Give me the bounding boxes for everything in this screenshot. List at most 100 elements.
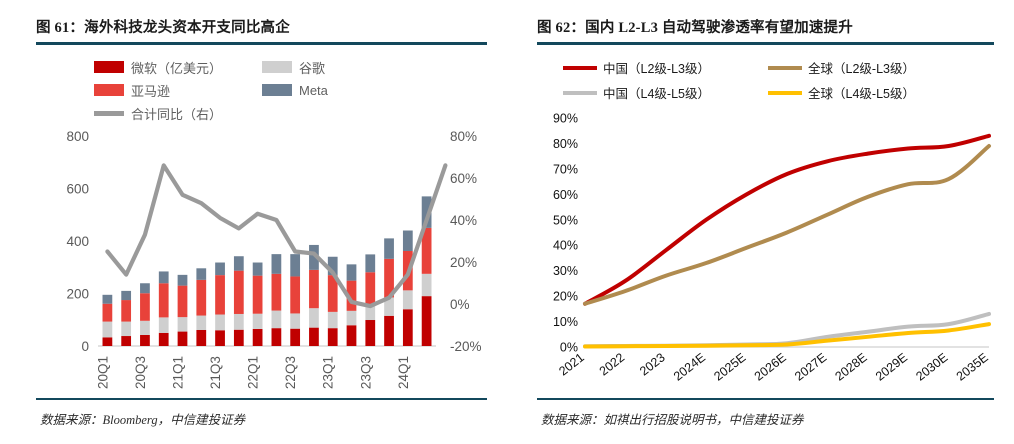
x-axis-tick-label: 22Q3 (283, 356, 298, 389)
bar-segment (215, 329, 225, 346)
bar-segment (327, 311, 338, 328)
legend-item-global-l2l3: 全球（L2级-L3级） (768, 57, 973, 79)
bar-segment (346, 280, 357, 311)
bar-segment (309, 244, 319, 270)
bar-segment (384, 258, 394, 297)
x-axis-tick-label: 2026E (752, 350, 789, 383)
x-axis-tick-label: 20Q3 (133, 355, 148, 388)
left-figure-title: 图 61：海外科技龙头资本开支同比高企 (36, 20, 290, 36)
line-series (583, 133, 991, 306)
y-axis-tick: 80% (553, 136, 578, 150)
legend-item-global-l4l5: 全球（L4级-L5级） (768, 82, 973, 104)
bar-segment (402, 230, 413, 251)
legend-swatch-china-l2l3 (563, 65, 597, 70)
bar-segment (102, 303, 113, 322)
y-axis-tick: 50% (553, 213, 578, 227)
legend-swatch-google (262, 61, 292, 73)
bar-segment (290, 328, 301, 346)
bar-segment (196, 267, 207, 280)
y-axis-tick-right: -20% (450, 339, 482, 354)
right-figure-title: 图 62：国内 L2-L3 自动驾驶渗透率有望加速提升 (537, 20, 853, 36)
bar-segment (102, 321, 113, 337)
left-chart-legend: 微软（亿美元） 谷歌 亚马逊 Meta 合计同比（右） (36, 51, 487, 124)
bar-segment (365, 253, 376, 272)
legend-swatch-global-l2l3 (768, 65, 802, 70)
bar-segment (177, 331, 188, 346)
bar-segment (121, 290, 132, 300)
x-axis-tick-label: 23Q3 (358, 356, 373, 389)
right-title-divider (537, 42, 994, 45)
bar-segment (158, 332, 169, 346)
bar-segment (421, 295, 432, 346)
legend-label-google: 谷歌 (299, 60, 326, 76)
legend-swatch-total-yoy (94, 110, 124, 116)
bar-segment (158, 270, 169, 283)
x-axis-tick-label: 2035E (954, 350, 991, 383)
bar-segment (196, 315, 207, 330)
bar-segment (121, 299, 132, 322)
y-axis-tick: 60% (553, 187, 578, 201)
bar-segment (309, 307, 319, 328)
x-axis-tick-label: 24Q1 (396, 355, 411, 388)
bar-segment (102, 336, 113, 346)
bar-segment (252, 275, 263, 314)
bar-segment (196, 279, 207, 316)
bar-segment (365, 303, 376, 320)
bar-segment (309, 327, 319, 346)
bar-segment (421, 227, 432, 274)
y-axis-tick: 30% (553, 264, 578, 278)
legend-item-total-yoy: 合计同比（右） (94, 103, 344, 124)
bar-segment (177, 274, 188, 286)
legend-swatch-global-l4l5 (768, 90, 802, 95)
bar-segment (252, 328, 263, 346)
bar-segment (290, 312, 301, 329)
bar-segment (233, 255, 244, 271)
legend-swatch-amazon (94, 84, 124, 96)
bar-segment (421, 195, 432, 228)
bar-segment (346, 310, 357, 325)
legend-item-google: 谷歌 (262, 57, 430, 78)
bar-segment (271, 310, 282, 328)
bar-segment (233, 270, 244, 314)
bar-segment (196, 329, 207, 346)
bar-segment (271, 327, 282, 346)
bar-segment (215, 274, 225, 315)
bar-segment (402, 289, 413, 309)
y-axis-tick: 70% (553, 162, 578, 176)
bar-segment (271, 253, 282, 274)
bar-segment (158, 316, 169, 333)
adas-penetration-chart: 0% 10% 20% 30% 40% 50% 60% 70% 80% 90% 2021 2022 202… (537, 104, 994, 384)
legend-label-global-l4l5: 全球（L4级-L5级） (808, 87, 915, 101)
right-bottom-divider (537, 397, 994, 400)
bar-segment (233, 313, 244, 330)
bar-segment (177, 316, 188, 332)
bar-segment (252, 262, 263, 276)
y-axis-tick-left: 200 (66, 286, 89, 301)
x-axis-tick-label: 21Q1 (171, 356, 186, 389)
x-axis-tick-label: 23Q1 (321, 355, 336, 388)
y-axis-tick: 10% (553, 315, 578, 329)
yoy-line-series (105, 162, 448, 308)
line-series (583, 143, 991, 306)
legend-item-meta: Meta (262, 80, 430, 101)
y-axis-tick-right: 60% (450, 171, 477, 186)
legend-item-china-l4l5: 中国（L4级-L5级） (563, 82, 768, 104)
right-figure-panel: 图 62：国内 L2-L3 自动驾驶渗透率有望加速提升 中国（L2级-L3级） … (507, 0, 1014, 444)
bar-segment (384, 315, 394, 346)
bar-segment (271, 273, 282, 311)
bar-segment (384, 237, 394, 259)
legend-label-china-l2l3: 中国（L2级-L3级） (603, 62, 710, 76)
y-axis-tick: 90% (553, 111, 578, 125)
y-axis-tick-right: 20% (450, 255, 477, 270)
legend-item-microsoft: 微软（亿美元） (94, 57, 262, 78)
x-axis-tick-label: 2030E (913, 350, 950, 383)
legend-label-total-yoy: 合计同比（右） (131, 106, 223, 122)
right-source-note: 数据来源：如祺出行招股说明书，中信建投证券 (541, 413, 804, 427)
bar-segment (384, 296, 394, 316)
x-axis-tick-label: 2028E (833, 350, 870, 383)
capex-chart-svg: 0 200 400 600 800 -20% 0% 20% 40% 60% 80% 20Q1 20Q3 2… (66, 129, 482, 389)
bar-segment (215, 262, 225, 275)
legend-label-microsoft: 微软（亿美元） (131, 60, 223, 76)
adas-penetration-chart-svg: 0% 10% 20% 30% 40% 50% 60% 70% 80% 90% 2021 2022 202… (553, 111, 991, 383)
